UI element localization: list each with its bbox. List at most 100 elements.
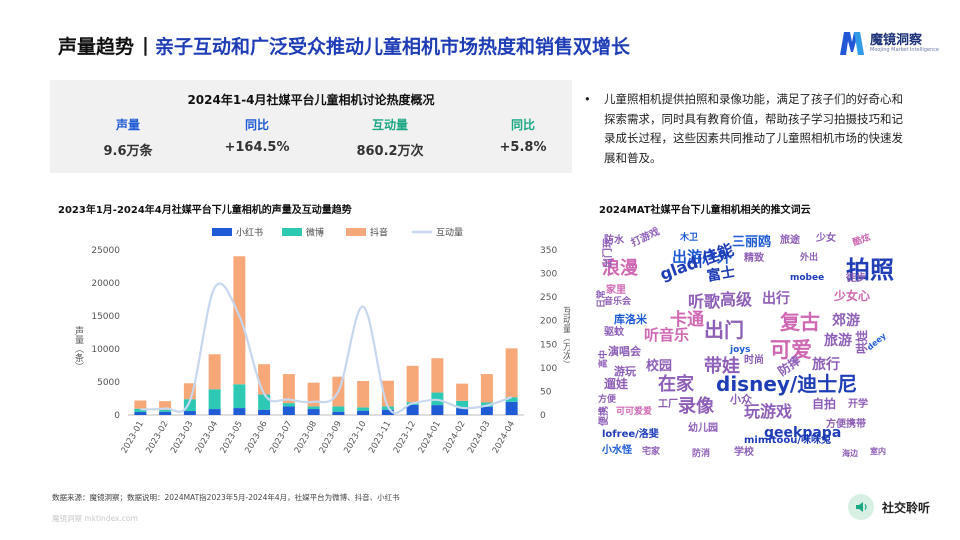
wordcloud-word: 高级 (720, 290, 753, 309)
x-tick-label: 2024-02 (441, 420, 467, 456)
bar-抖音-2024-03 (480, 374, 493, 403)
bar-小红书-2023-12 (406, 404, 419, 415)
bar-小红书-2023-04 (208, 409, 221, 415)
bar-微博-2023-07 (282, 403, 295, 407)
wordcloud-word: 录像 (678, 396, 714, 417)
bar-小红书-2024-03 (480, 406, 493, 415)
metric-volume-yoy: 同比 +164.5% (202, 116, 312, 155)
legend-label-抖音: 抖音 (370, 227, 388, 239)
bar-抖音-2024-01 (431, 358, 444, 393)
y-tick-label: 5000 (97, 378, 120, 388)
wordcloud-word: 少女 (816, 233, 836, 244)
bar-微博-2023-04 (208, 389, 221, 410)
bar-抖音-2023-10 (357, 381, 370, 408)
wordcloud-word: 听歌 (688, 292, 721, 311)
wordcloud-word: 防消 (692, 449, 711, 459)
legend-swatch-抖音 (346, 228, 366, 236)
y-axis-title: 声量（条） (73, 325, 84, 371)
wordcloud-word: 时尚 (744, 355, 764, 366)
bar-小红书-2023-05 (233, 408, 246, 415)
brand-logo-icon (840, 32, 864, 55)
metric-label: 同比 (510, 118, 535, 132)
y2-tick-label: 200 (540, 317, 557, 327)
wordcloud-word: 自拍 (812, 397, 837, 411)
bar-微博-2023-03 (183, 399, 196, 412)
wordcloud-word: 徒步 (846, 273, 866, 284)
x-tick-label: 2023-01 (120, 420, 146, 456)
y2-tick-label: 100 (540, 364, 557, 374)
bar-小红书-2024-04 (505, 401, 518, 415)
metric-volume: 声量 9.6万条 (73, 116, 183, 159)
bar-小红书-2023-08 (307, 409, 320, 415)
summary-panel: 2024年1-4月社媒平台儿童相机讨论热度概况 声量 9.6万条 同比 +164… (50, 80, 572, 173)
brand-name: 魔镜洞察 (870, 33, 923, 48)
insight-text: 儿童照相机提供拍照和录像功能，满足了孩子们的好奇心和探索需求，同时具有教育价值，… (604, 92, 903, 165)
wordcloud-title: 2024MAT社媒平台下儿童相机相关的推文词云 (599, 205, 811, 216)
wordcloud-word: 家里 (606, 285, 626, 296)
x-tick-label: 2024-03 (466, 420, 492, 456)
wordcloud-word: 拍照 (846, 256, 894, 284)
wordcloud-word: 便携 (599, 406, 610, 426)
section-label: 声量趋势 (58, 35, 135, 58)
page-header: 声量趋势 | 亲子互动和广泛受众推动儿童相机市场热度和销售双增长 (58, 30, 630, 60)
wordcloud-word: lofree/洛斐 (602, 429, 659, 440)
bar-抖音-2023-02 (159, 401, 172, 410)
y2-tick-label: 150 (540, 340, 557, 350)
trend-chart: 0 5000 10000 15000 20000 25000 0 50 100 150 200 250… (73, 227, 570, 456)
wordcloud-word: 打游戏 (629, 226, 662, 250)
bar-小红书-2023-07 (282, 406, 295, 415)
wordcloud-word: 在家 (658, 374, 694, 395)
wordcloud-word: mobee (790, 273, 825, 283)
wordcloud-word: 出游户外 (672, 248, 733, 266)
wordcloud-word: 海边 (842, 449, 858, 458)
legend-label-小红书: 小红书 (236, 227, 263, 239)
wordcloud-word: 可可爱爱 (616, 407, 653, 417)
wordcloud-word: 旅行 (812, 357, 840, 373)
wordcloud-word: 小水怪 (602, 445, 632, 456)
wordcloud-word: 听音乐 (644, 326, 690, 344)
bar-抖音-2023-05 (233, 256, 246, 385)
x-tick-label: 2023-03 (169, 420, 195, 456)
wordcloud-word: 方便 (598, 395, 617, 405)
bar-抖音-2023-12 (406, 365, 419, 403)
bar-微博-2023-02 (159, 409, 172, 412)
y2-tick-label: 250 (540, 293, 557, 303)
wordcloud-word: 哄娃 (855, 329, 869, 354)
brand-logo: 魔镜洞察 Moojing Market Intelligence (838, 28, 948, 60)
metric-value: 9.6万条 (103, 144, 153, 159)
line-互动量 (140, 282, 512, 415)
x-tick-label: 2023-10 (342, 420, 368, 456)
wordcloud-word: 外出 (800, 253, 819, 263)
bar-小红书-2023-02 (159, 411, 172, 415)
bar-微博-2023-01 (134, 408, 147, 413)
header-separator: | (142, 34, 149, 56)
wordcloud-word: 富士 (705, 264, 737, 285)
wordcloud-word: 复古 (780, 310, 820, 334)
wordcloud-word: 宅家 (642, 447, 661, 457)
wordcloud-word: 小众 (730, 393, 752, 406)
wordcloud-word: 精致 (744, 253, 764, 264)
wordcloud-word: 带娃 (704, 356, 740, 377)
badge-label: 社交聆听 (882, 500, 931, 515)
bar-小红书-2023-11 (381, 409, 394, 415)
wordcloud-word: geekpapa (764, 425, 842, 441)
wordcloud-word: 校园 (646, 359, 673, 374)
bar-微博-2024-02 (456, 400, 469, 409)
bar-抖音-2023-04 (208, 354, 221, 390)
y-tick-label: 10000 (91, 345, 120, 355)
summary-title: 2024年1-4月社媒平台儿童相机讨论热度概况 (187, 93, 435, 107)
bar-小红书-2023-09 (332, 411, 345, 415)
wordcloud-word: 室内 (870, 447, 886, 456)
watermark: 魔镜洞察 mktindex.com (52, 514, 138, 523)
wordcloud-word: 工厂 (658, 399, 678, 410)
bar-小红书-2024-01 (431, 405, 444, 415)
bar-抖音-2023-01 (134, 400, 147, 409)
bar-小红书-2023-06 (258, 409, 271, 415)
wordcloud-word: 方便携带 (826, 419, 866, 430)
bar-微博-2024-04 (505, 397, 518, 402)
wordcloud-word: 音乐会 (604, 297, 632, 307)
y-tick-label: 15000 (91, 312, 120, 322)
legend-swatch-小红书 (212, 228, 232, 236)
x-tick-label: 2023-04 (194, 420, 220, 456)
x-tick-label: 2023-12 (392, 420, 418, 456)
